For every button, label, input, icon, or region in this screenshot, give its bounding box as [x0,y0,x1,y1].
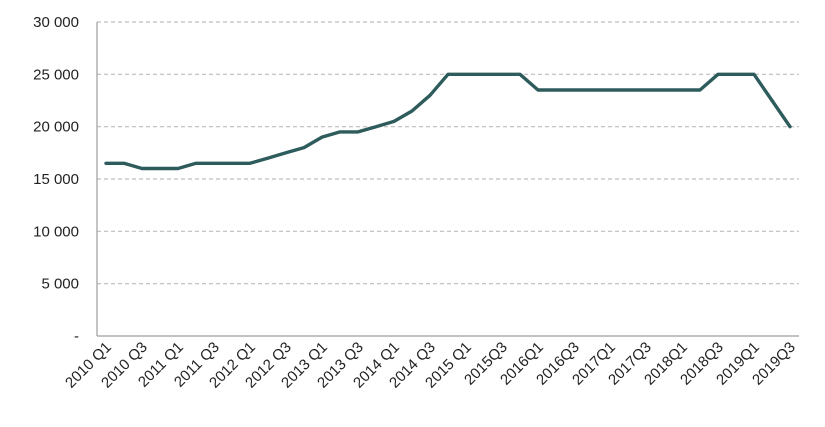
series-line [104,72,792,171]
y-tick-label: 25 000 [33,66,79,83]
y-axis-tick-labels: - 5 000 10 000 15 000 20 000 25 000 30 000 [33,14,79,345]
series-layer [104,72,792,171]
y-tick-label: 5 000 [41,276,79,293]
y-tick-label: 10 000 [33,223,79,240]
y-tick-label: 20 000 [33,119,79,136]
grid-layer [97,21,799,285]
y-tick-label: 15 000 [33,171,79,188]
y-tick-label: - [74,328,79,345]
y-tick-label: 30 000 [33,14,79,31]
axis-layer [96,22,799,337]
